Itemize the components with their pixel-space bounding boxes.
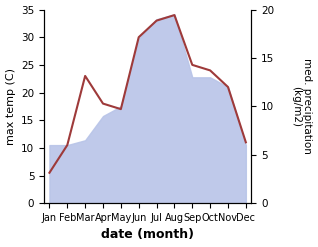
Y-axis label: med. precipitation
(kg/m2): med. precipitation (kg/m2) — [291, 59, 313, 154]
Y-axis label: max temp (C): max temp (C) — [5, 68, 16, 145]
X-axis label: date (month): date (month) — [101, 228, 194, 242]
